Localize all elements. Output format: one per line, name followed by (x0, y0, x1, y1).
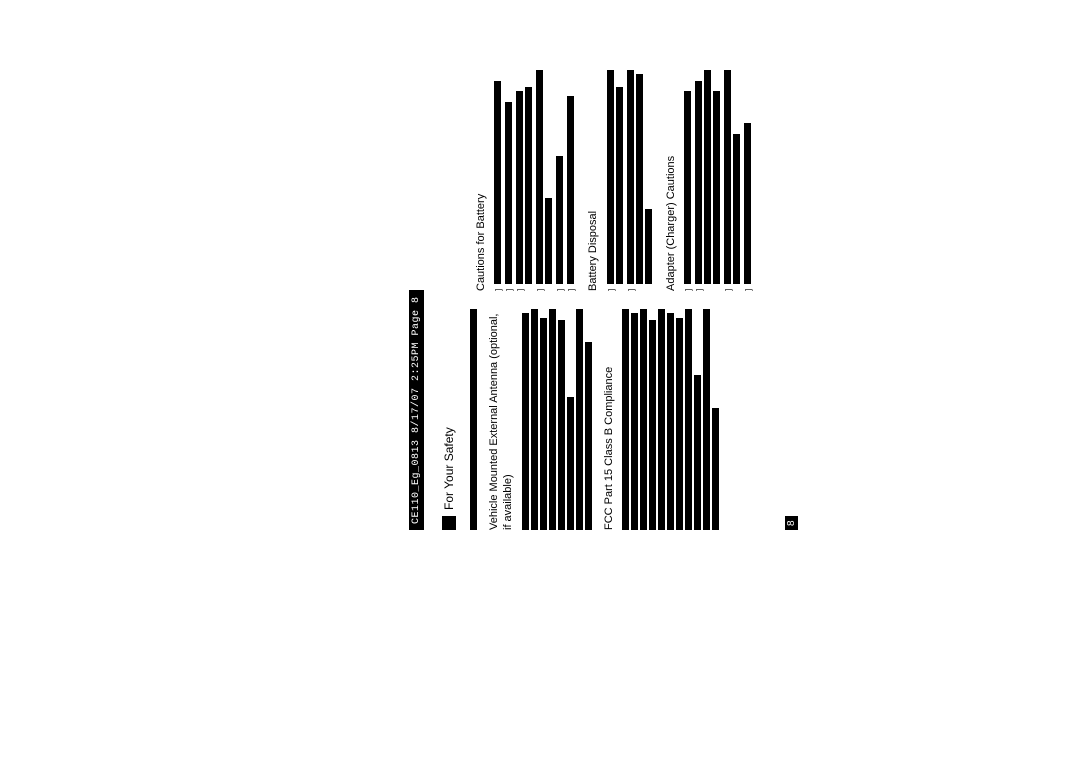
bullet-text (684, 70, 693, 284)
bullet-text (607, 70, 625, 284)
text-line (540, 318, 547, 530)
text-line (685, 309, 692, 530)
text-line (703, 309, 710, 530)
bullet-text (567, 70, 576, 284)
text-line (585, 342, 592, 530)
bullet-text (536, 70, 554, 284)
text-line (470, 309, 477, 530)
bullet-item: ] (556, 70, 565, 291)
bullet-item: ] (724, 70, 742, 291)
text-line (636, 74, 643, 284)
bullet-marker: ] (537, 287, 544, 291)
section-title-row: For Your Safety (442, 70, 456, 530)
text-line (558, 320, 565, 530)
text-line (536, 70, 543, 284)
bullet-item: ] (627, 70, 654, 291)
text-line (616, 87, 623, 284)
text-line (645, 209, 652, 284)
text-line (516, 91, 523, 284)
text-line (556, 156, 563, 284)
bullet-marker: ] (495, 287, 502, 291)
bullet-text (627, 70, 654, 284)
bullet-text (556, 70, 565, 284)
text-line (640, 309, 647, 530)
heading-fcc-compliance: FCC Part 15 Class B Compliance (602, 309, 616, 530)
text-line (505, 102, 512, 284)
text-line (576, 309, 583, 530)
two-column-layout: Vehicle Mounted External Antenna (option… (470, 70, 763, 530)
text-line (531, 309, 538, 530)
text-line (649, 320, 656, 530)
text-line (658, 309, 665, 530)
bullet-marker: ] (608, 287, 615, 291)
bullets-battery-disposal: ]] (607, 70, 654, 291)
bullet-text (494, 70, 503, 284)
text-line (724, 70, 731, 284)
bullet-text (516, 70, 534, 284)
intro-paragraph (470, 309, 477, 530)
text-line (712, 408, 719, 530)
text-line (667, 313, 674, 530)
text-line (525, 87, 532, 284)
text-line (631, 313, 638, 530)
text-line (694, 375, 701, 530)
bullet-marker: ] (628, 287, 635, 291)
text-line (622, 309, 629, 530)
bullet-marker: ] (517, 287, 524, 291)
text-line (567, 397, 574, 530)
bullet-marker: ] (557, 287, 564, 291)
rotated-page: CE110_Eg_0813 8/17/07 2:25PM Page 8 For … (405, 70, 799, 530)
left-column: Vehicle Mounted External Antenna (option… (470, 309, 763, 530)
text-line (713, 91, 720, 284)
bullet-item: ] (567, 70, 576, 291)
bullet-text (505, 70, 514, 284)
right-column: Cautions for Battery ]]]]]] Battery Disp… (470, 70, 763, 291)
text-line (545, 198, 552, 284)
bullet-item: ] (494, 70, 503, 291)
bullet-marker: ] (506, 287, 513, 291)
bullet-text (695, 70, 722, 284)
bullet-item: ] (695, 70, 722, 291)
text-line (494, 81, 501, 284)
bullet-item: ] (516, 70, 534, 291)
text-line (704, 70, 711, 284)
bullet-text (724, 70, 742, 284)
text-line (744, 124, 751, 285)
heading-battery-cautions: Cautions for Battery (474, 70, 488, 291)
block-vehicle-antenna (522, 309, 592, 530)
section-marker-box (442, 516, 456, 530)
page-header: CE110_Eg_0813 8/17/07 2:25PM Page 8 (409, 290, 424, 530)
text-line (607, 70, 614, 284)
heading-adapter-cautions: Adapter (Charger) Cautions (664, 70, 678, 291)
text-line (676, 318, 683, 530)
bullet-item: ] (505, 70, 514, 291)
bullet-item: ] (607, 70, 625, 291)
page-number: 8 (785, 516, 798, 530)
bullet-text (744, 70, 753, 284)
text-line (733, 134, 740, 284)
text-line (522, 313, 529, 530)
text-line (627, 70, 634, 284)
block-fcc-compliance (622, 309, 719, 530)
bullets-adapter-cautions: ]]]] (684, 70, 753, 291)
bullet-marker: ] (685, 287, 692, 291)
text-line (549, 309, 556, 530)
page-number-container: 8 (781, 70, 799, 530)
text-line (695, 81, 702, 284)
bullet-marker: ] (696, 287, 703, 291)
text-line (567, 96, 574, 284)
heading-battery-disposal: Battery Disposal (586, 70, 600, 291)
bullet-item: ] (536, 70, 554, 291)
bullet-marker: ] (568, 287, 575, 291)
bullets-battery-cautions: ]]]]]] (494, 70, 576, 291)
section-title: For Your Safety (442, 427, 456, 510)
heading-vehicle-antenna: Vehicle Mounted External Antenna (option… (487, 309, 516, 530)
bullet-marker: ] (725, 287, 732, 291)
bullet-item: ] (684, 70, 693, 291)
bullet-marker: ] (745, 287, 752, 291)
text-line (684, 91, 691, 284)
bullet-item: ] (744, 70, 753, 291)
